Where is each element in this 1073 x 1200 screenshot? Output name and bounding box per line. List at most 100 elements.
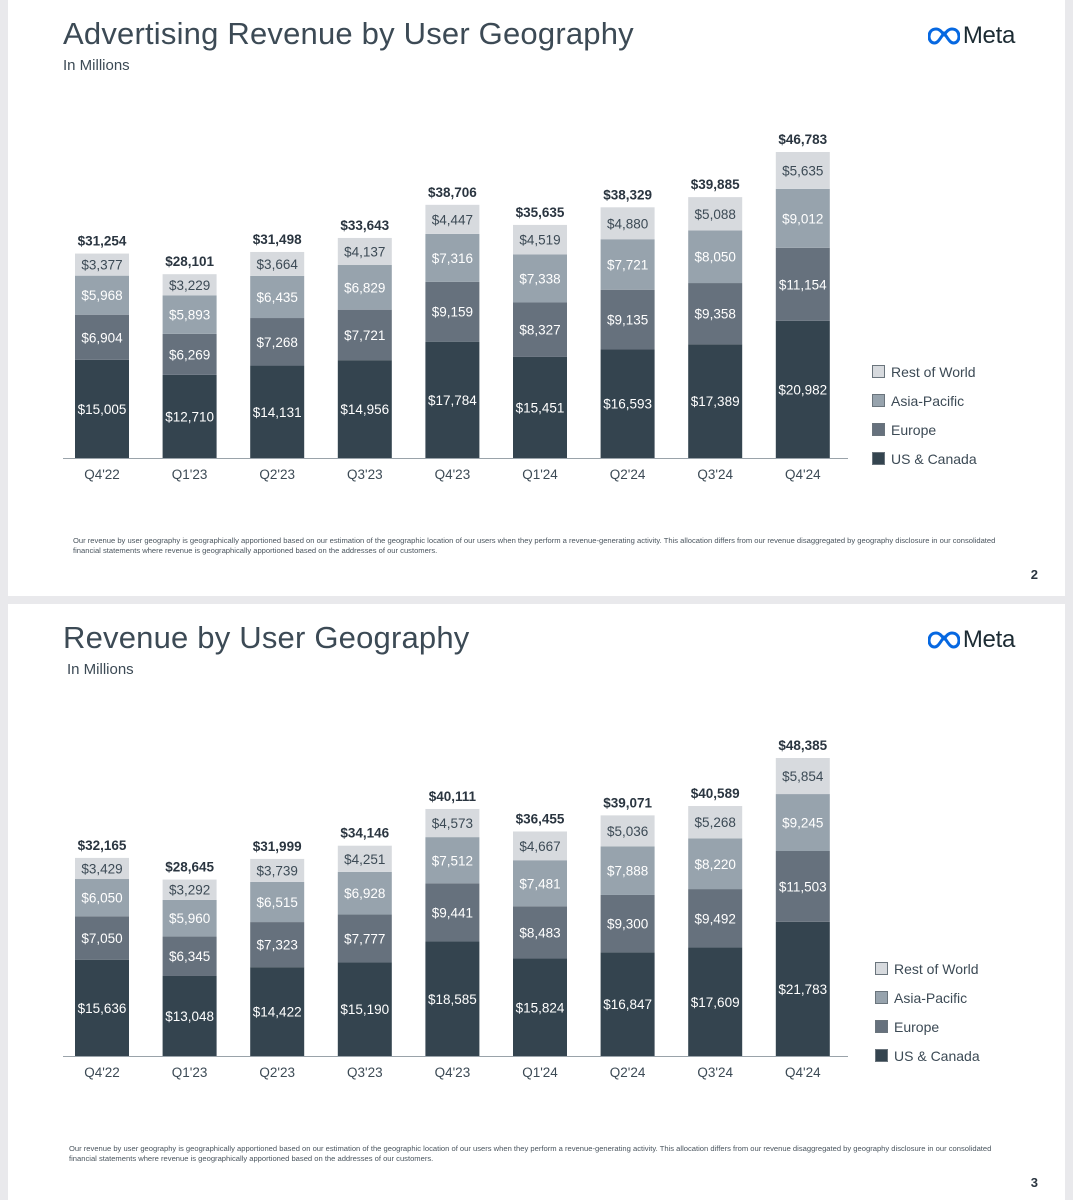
bar-total-label: $32,165 xyxy=(78,838,127,853)
legend-swatch xyxy=(872,452,885,465)
bar-segment xyxy=(162,975,217,1056)
bar-segment xyxy=(162,333,217,375)
bar-segment xyxy=(162,899,217,937)
bar-segment xyxy=(688,197,743,231)
bar-value-label: $12,710 xyxy=(165,409,214,424)
bar-total-label: $31,254 xyxy=(78,234,127,249)
bar-segment xyxy=(775,850,830,922)
legend-item-asia-pacific: Asia-Pacific xyxy=(872,386,977,415)
bar-value-label: $8,050 xyxy=(695,250,736,265)
bar-segment xyxy=(513,224,567,255)
bar-value-label: $5,268 xyxy=(695,815,736,830)
bar-segment xyxy=(600,239,655,290)
bar-segment xyxy=(425,341,480,458)
bar-value-label: $5,036 xyxy=(607,824,648,839)
chart-legend: Rest of World Asia-Pacific Europe US & C… xyxy=(875,954,980,1070)
legend-item-europe: Europe xyxy=(872,415,977,444)
bar-segment xyxy=(162,295,217,334)
bar-segment xyxy=(337,237,392,266)
bar-value-label: $14,131 xyxy=(253,405,302,420)
bar-value-label: $20,982 xyxy=(778,382,827,397)
bar-value-label: $9,358 xyxy=(695,307,736,322)
bar-value-label: $17,389 xyxy=(691,394,740,409)
page-title: Revenue by User Geography xyxy=(63,620,470,655)
bar-value-label: $13,048 xyxy=(165,1009,214,1024)
stacked-bar-chart: $15,005 $6,904 $5,968 $3,377 $31,254 Q4'22 $12… xyxy=(63,132,848,482)
meta-logo-text: Meta xyxy=(962,22,1015,49)
bar-segment xyxy=(75,253,129,276)
bar-total-label: $33,643 xyxy=(340,218,389,233)
bar-segment xyxy=(600,894,655,953)
x-tick-label: Q1'24 xyxy=(522,1065,558,1080)
bar-value-label: $4,447 xyxy=(432,212,473,227)
bar-value-label: $6,904 xyxy=(81,330,123,345)
bar-value-label: $3,292 xyxy=(169,883,210,898)
bar-value-label: $7,512 xyxy=(432,853,473,868)
footnote: Our revenue by user geography is geograp… xyxy=(69,1144,992,1163)
page-subtitle: In Millions xyxy=(67,661,134,678)
bar-value-label: $5,088 xyxy=(695,207,736,222)
bar-value-label: $7,888 xyxy=(607,864,648,879)
x-tick-label: Q3'23 xyxy=(347,467,383,482)
bar-segment xyxy=(250,365,305,458)
meta-logo: Meta xyxy=(927,626,1015,654)
bar-segment xyxy=(513,860,567,907)
bar-segment xyxy=(75,879,129,917)
bar-segment xyxy=(162,879,217,900)
bar-value-label: $7,338 xyxy=(519,271,560,286)
bar-segment xyxy=(162,936,217,976)
bar-total-label: $36,455 xyxy=(516,811,565,826)
bar-segment xyxy=(425,233,480,282)
legend-item-us-canada: US & Canada xyxy=(872,444,977,473)
bar-segment xyxy=(337,914,392,963)
bar-value-label: $8,483 xyxy=(519,925,560,940)
legend-item-asia-pacific: Asia-Pacific xyxy=(875,983,980,1012)
bar-segment xyxy=(775,152,830,189)
bar-value-label: $14,422 xyxy=(253,1005,302,1020)
bar-value-label: $8,327 xyxy=(519,323,560,338)
bar-segment xyxy=(250,967,305,1056)
bar-segment xyxy=(75,359,129,458)
bar-segment xyxy=(688,344,743,458)
bar-value-label: $16,593 xyxy=(603,397,652,412)
bar-segment xyxy=(162,274,217,296)
bar-value-label: $6,515 xyxy=(257,895,298,910)
bar-segment xyxy=(425,883,480,942)
footnote: Our revenue by user geography is geograp… xyxy=(73,536,996,555)
bar-value-label: $14,956 xyxy=(340,402,389,417)
bar-value-label: $18,585 xyxy=(428,992,477,1007)
bar-value-label: $5,968 xyxy=(81,288,122,303)
meta-infinity-icon xyxy=(927,27,960,45)
bar-segment xyxy=(775,794,830,851)
bar-segment xyxy=(688,806,743,839)
bar-total-label: $28,101 xyxy=(165,254,214,269)
bar-value-label: $3,229 xyxy=(169,278,210,293)
bar-segment xyxy=(513,356,567,458)
bar-value-label: $7,481 xyxy=(519,876,560,891)
bar-segment xyxy=(600,846,655,895)
bar-value-label: $15,005 xyxy=(78,402,127,417)
bar-segment xyxy=(425,808,480,838)
bar-total-label: $48,385 xyxy=(778,738,827,753)
bar-segment xyxy=(775,320,830,458)
bar-value-label: $15,190 xyxy=(340,1002,389,1017)
bar-total-label: $35,635 xyxy=(516,205,565,220)
bar-segment xyxy=(425,941,480,1056)
bar-segment xyxy=(75,275,129,315)
bar-value-label: $7,721 xyxy=(344,328,385,343)
bar-value-label: $6,435 xyxy=(257,290,298,305)
x-tick-label: Q2'23 xyxy=(259,467,295,482)
legend-swatch xyxy=(872,394,885,407)
page-number: 3 xyxy=(1030,1175,1038,1190)
x-tick-label: Q4'23 xyxy=(435,1065,471,1080)
bar-segment xyxy=(250,881,305,923)
bar-value-label: $5,635 xyxy=(782,163,823,178)
legend-label: Rest of World xyxy=(894,960,979,977)
bar-segment xyxy=(600,207,655,240)
meta-infinity-icon xyxy=(927,631,960,649)
bar-total-label: $31,999 xyxy=(253,839,302,854)
x-tick-label: Q3'24 xyxy=(697,467,733,482)
bar-value-label: $9,245 xyxy=(782,816,823,831)
bar-total-label: $31,498 xyxy=(253,232,302,247)
x-tick-label: Q4'23 xyxy=(435,467,471,482)
